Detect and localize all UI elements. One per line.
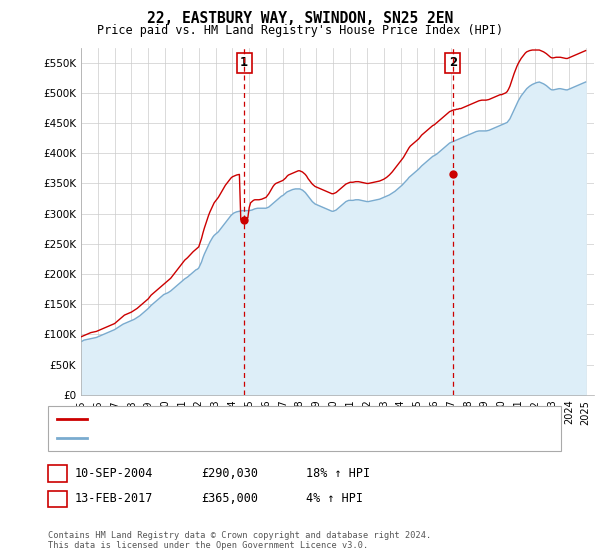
Text: 10-SEP-2004: 10-SEP-2004 bbox=[75, 467, 154, 480]
Text: 18% ↑ HPI: 18% ↑ HPI bbox=[306, 467, 370, 480]
Text: 13-FEB-2017: 13-FEB-2017 bbox=[75, 492, 154, 506]
Text: 1: 1 bbox=[54, 467, 61, 480]
Text: HPI: Average price, detached house, Swindon: HPI: Average price, detached house, Swin… bbox=[93, 433, 362, 444]
Text: 2: 2 bbox=[54, 492, 61, 506]
Text: 22, EASTBURY WAY, SWINDON, SN25 2EN: 22, EASTBURY WAY, SWINDON, SN25 2EN bbox=[147, 11, 453, 26]
Text: 4% ↑ HPI: 4% ↑ HPI bbox=[306, 492, 363, 506]
Text: 2: 2 bbox=[449, 56, 457, 69]
Text: £365,000: £365,000 bbox=[201, 492, 258, 506]
Text: 22, EASTBURY WAY, SWINDON, SN25 2EN (detached house): 22, EASTBURY WAY, SWINDON, SN25 2EN (det… bbox=[93, 413, 418, 423]
Text: 1: 1 bbox=[240, 56, 248, 69]
Text: £290,030: £290,030 bbox=[201, 467, 258, 480]
Text: Price paid vs. HM Land Registry's House Price Index (HPI): Price paid vs. HM Land Registry's House … bbox=[97, 24, 503, 37]
Text: Contains HM Land Registry data © Crown copyright and database right 2024.
This d: Contains HM Land Registry data © Crown c… bbox=[48, 531, 431, 550]
